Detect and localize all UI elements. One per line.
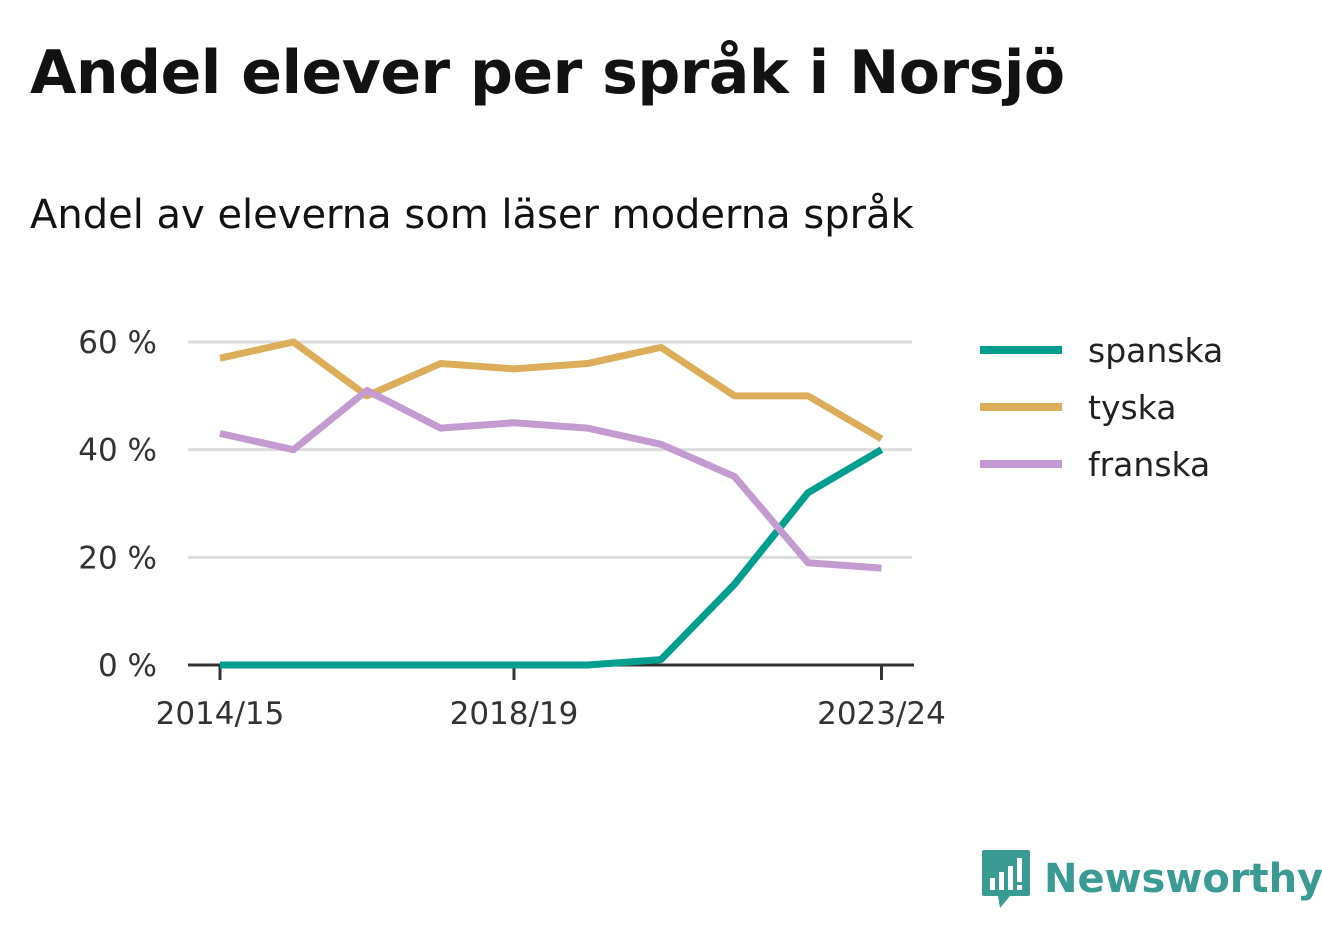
y-tick-label: 40 %: [78, 433, 157, 469]
series-line-franska: [219, 386, 882, 572]
series-line-tyska: [219, 338, 884, 442]
y-tick-label: 0 %: [98, 648, 157, 684]
chart-title: Andel elever per språk i Norsjö: [30, 38, 1065, 108]
series-line-spanska: [220, 446, 884, 669]
x-tick-label: 2014/15: [156, 696, 285, 732]
legend-label-spanska: spanska: [1088, 331, 1223, 370]
x-tick-label: 2023/24: [817, 696, 946, 732]
newsworthy-logo: Newsworthy: [980, 848, 1322, 910]
newsworthy-logo-icon: [982, 850, 1030, 908]
legend-label-tyska: tyska: [1088, 388, 1176, 427]
logo-text: Newsworthy: [1044, 856, 1322, 902]
chart-subtitle: Andel av eleverna som läser moderna språ…: [30, 192, 914, 238]
x-tick-label: 2018/19: [450, 696, 579, 732]
y-tick-label: 60 %: [78, 325, 157, 361]
y-tick-label: 20 %: [78, 540, 157, 576]
legend-label-franska: franska: [1088, 445, 1210, 484]
